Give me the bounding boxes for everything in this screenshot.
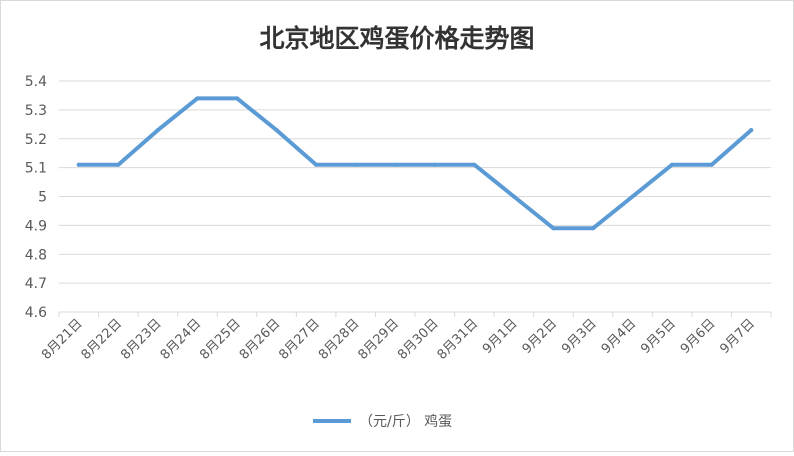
data-point xyxy=(155,128,160,133)
x-axis-ticks: 8月21日8月22日8月23日8月24日8月25日8月26日8月27日8月28日… xyxy=(39,316,758,363)
x-tick-label: 8月25日 xyxy=(197,316,244,363)
data-point xyxy=(116,162,121,167)
x-tick-label: 9月3日 xyxy=(559,316,600,357)
x-tick-label: 8月24日 xyxy=(158,316,205,363)
x-tick-label: 8月29日 xyxy=(356,316,403,363)
x-tick-label: 8月28日 xyxy=(316,316,363,363)
x-tick-label: 8月21日 xyxy=(39,316,86,363)
y-tick-label: 5.2 xyxy=(25,132,47,148)
data-point xyxy=(630,194,635,199)
x-tick-label: 8月30日 xyxy=(395,316,442,363)
x-tick-label: 8月31日 xyxy=(435,316,482,363)
series-line-0 xyxy=(76,96,754,231)
data-point xyxy=(235,96,239,101)
chart-title: 北京地区鸡蛋价格走势图 xyxy=(259,24,534,53)
series-layer xyxy=(76,96,754,231)
x-tick-label: 8月23日 xyxy=(118,316,165,363)
data-point xyxy=(314,162,319,167)
x-tick-label: 9月7日 xyxy=(717,316,758,357)
y-tick-label: 4.7 xyxy=(25,276,47,292)
y-tick-label: 4.9 xyxy=(25,218,47,234)
data-point xyxy=(274,128,279,133)
data-point xyxy=(76,162,81,167)
data-point xyxy=(432,162,437,167)
data-point xyxy=(591,226,595,231)
data-point xyxy=(670,162,675,167)
data-point xyxy=(195,96,200,101)
x-tick-label: 8月27日 xyxy=(276,316,323,363)
y-tick-label: 4.8 xyxy=(25,247,47,263)
data-point xyxy=(472,162,477,167)
y-tick-label: 5.4 xyxy=(25,74,47,90)
x-tick-label: 9月4日 xyxy=(599,316,640,357)
y-axis-ticks: 4.6 4.7 4.8 4.9 5 5.1 5.2 5.3 5.4 xyxy=(25,74,47,321)
legend-label: （元/斤） 鸡蛋 xyxy=(359,413,452,430)
gridlines xyxy=(58,80,772,317)
data-point xyxy=(393,162,398,167)
data-point xyxy=(353,162,358,167)
y-tick-label: 5.3 xyxy=(25,103,47,119)
data-point xyxy=(511,194,516,199)
x-tick-label: 9月5日 xyxy=(638,316,679,357)
y-tick-label: 5.1 xyxy=(25,161,47,177)
x-tick-label: 9月6日 xyxy=(678,316,719,357)
x-tick-label: 9月1日 xyxy=(480,316,521,357)
data-point xyxy=(749,128,754,133)
data-point xyxy=(551,226,556,231)
y-tick-label: 4.6 xyxy=(25,305,47,321)
y-tick-label: 5 xyxy=(38,190,47,206)
x-tick-label: 8月26日 xyxy=(237,316,284,363)
legend: （元/斤） 鸡蛋 xyxy=(313,413,452,430)
x-tick-label: 9月2日 xyxy=(520,316,561,357)
data-point xyxy=(709,162,714,167)
x-tick-label: 8月22日 xyxy=(79,316,126,363)
